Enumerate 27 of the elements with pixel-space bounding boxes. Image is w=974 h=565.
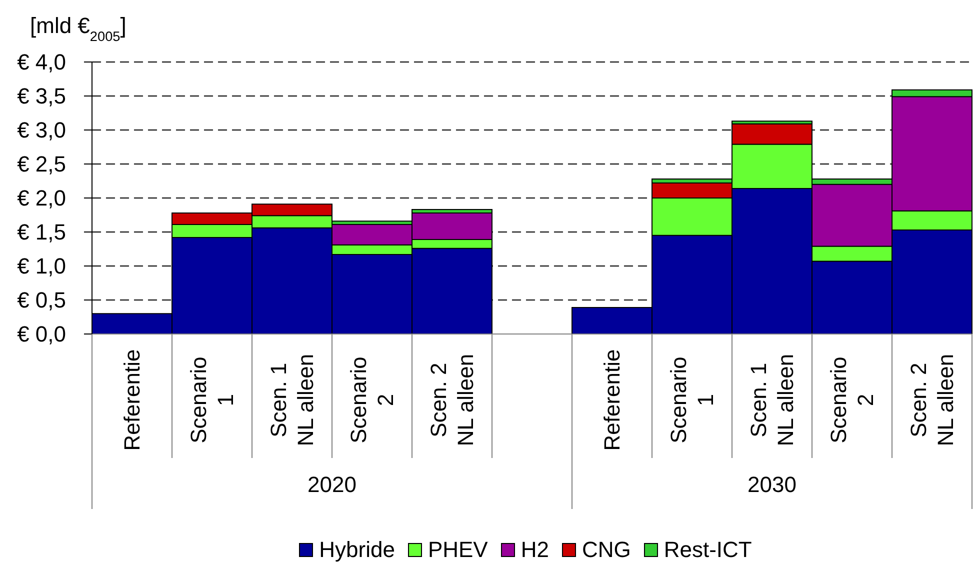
x-tick-label: Scen. 2 NL alleen (906, 354, 958, 446)
y-tick-label: € 1,0 (17, 254, 66, 279)
text: 2030 (748, 472, 796, 497)
x-tick-label: Scenario 1 (666, 356, 718, 444)
x-tick-label: Scen. 1 NL alleen (266, 354, 318, 446)
x-tick-label: Scen. 1 NL alleen (746, 354, 798, 446)
y-axis-title: [mld €$_{2005}$] (30, 13, 126, 44)
y-tick-label: € 3,5 (17, 84, 66, 109)
y-tick-label: € 4,0 (17, 50, 66, 75)
y-tick-label: € 1,5 (17, 220, 66, 245)
y-tick-label: € 0,5 (17, 288, 66, 313)
x-tick-label: Scenario 1 (186, 356, 238, 444)
text: 2020 (308, 472, 356, 497)
y-tick-label: € 3,0 (17, 118, 66, 143)
y-tick-label: € 2,5 (17, 152, 66, 177)
legend-label: Rest-ICT (664, 537, 752, 563)
legend-label: Hybride (319, 537, 395, 563)
x-tick-label: Scen. 2 NL alleen (426, 354, 478, 446)
y-tick-label: € 0,0 (17, 322, 66, 347)
x-tick-label: Referentie (600, 349, 625, 451)
legend-label: H2 (520, 537, 549, 563)
legend-label: PHEV (428, 537, 488, 563)
x-tick-label: Referentie (120, 349, 145, 451)
y-tick-label: € 2,0 (17, 186, 66, 211)
x-tick-label: Scenario 2 (346, 356, 398, 444)
legend-label: CNG (582, 537, 631, 563)
x-tick-label: Scenario 2 (826, 356, 878, 444)
